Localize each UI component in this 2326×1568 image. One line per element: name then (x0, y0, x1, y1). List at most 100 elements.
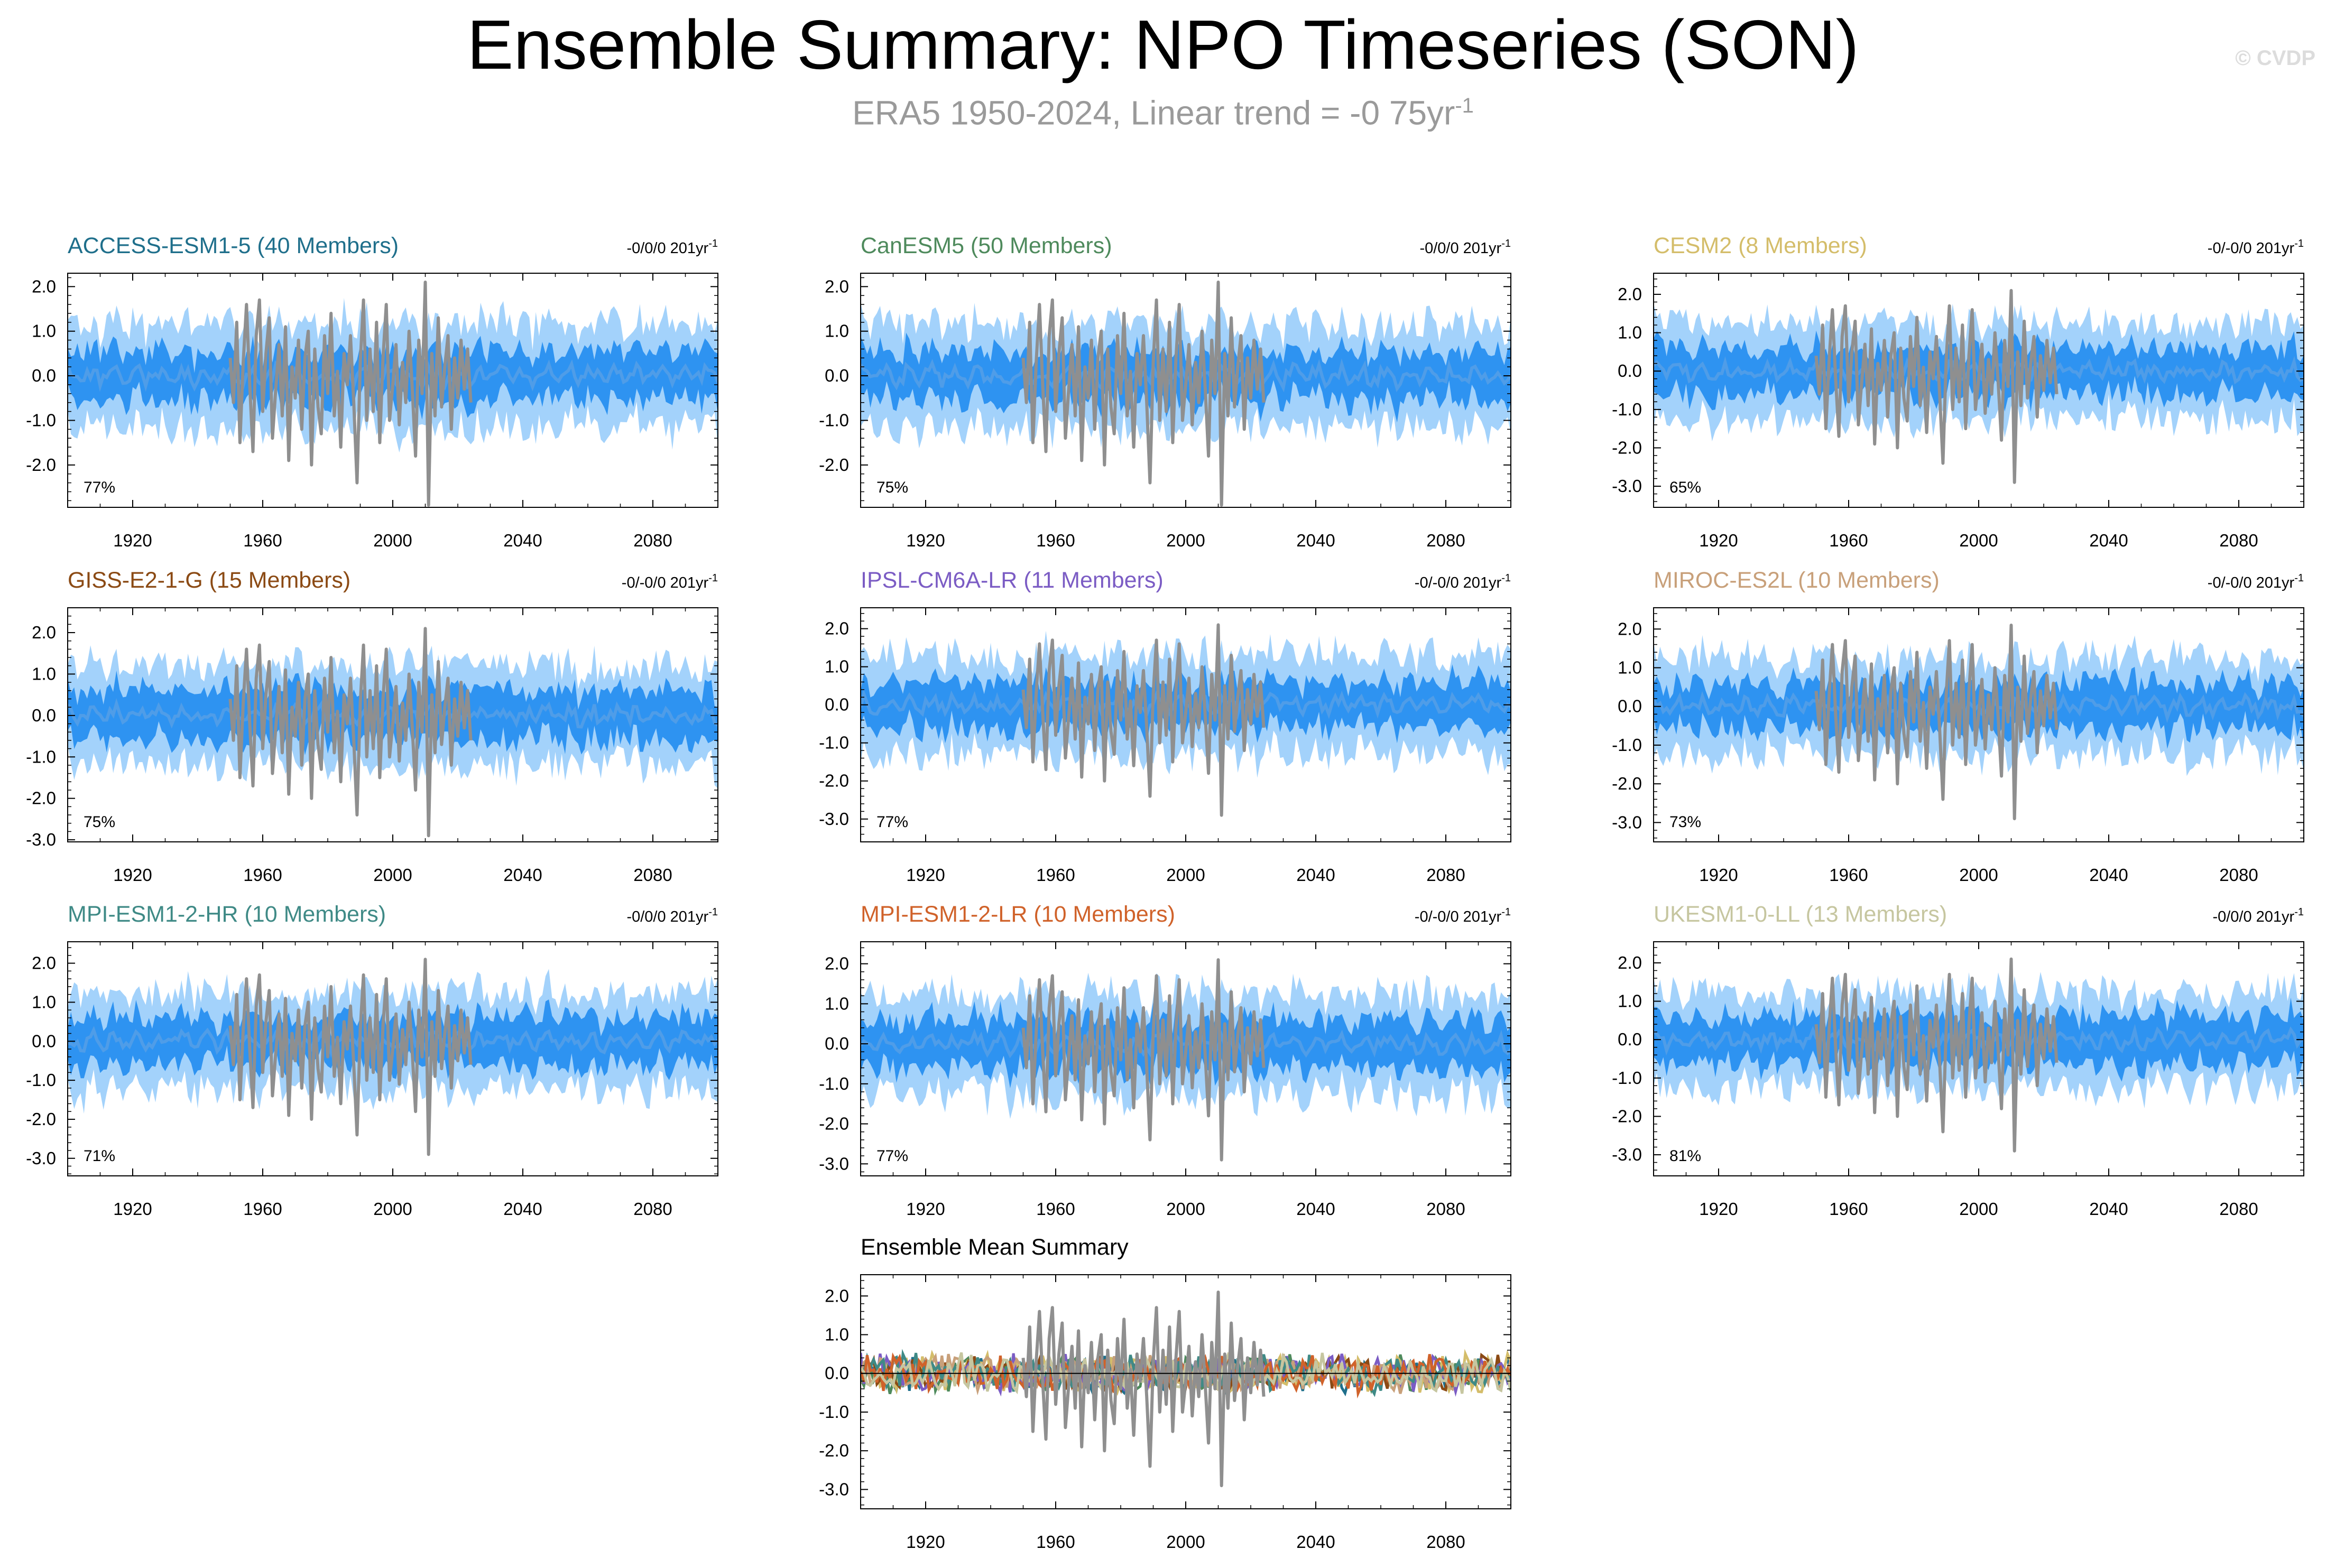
plot-body (861, 280, 1511, 507)
y-tick-label: -3.0 (819, 1479, 849, 1499)
plot-area: MPI-ESM1-2-LR (10 Members) -0/-0/0 201yr-… (819, 902, 1511, 1219)
x-tick-label: 1960 (1036, 865, 1075, 885)
y-tick-label: -3.0 (26, 830, 56, 849)
x-tick-label: 1920 (906, 1199, 945, 1219)
trend-text: -0/0/0 201yr (2212, 908, 2294, 925)
trend-label: -0/-0/0 201yr-1 (2208, 238, 2304, 257)
trend-label: -0/0/0 201yr-1 (626, 238, 718, 257)
trend-label: -0/0/0 201yr-1 (2212, 906, 2304, 925)
percent-label: 71% (84, 1147, 115, 1165)
y-tick-label: -3.0 (1612, 1145, 1642, 1164)
plot-area: GISS-E2-1-G (15 Members) -0/-0/0 201yr-1 2… (26, 568, 718, 885)
x-tick-label: 1960 (243, 1199, 282, 1219)
x-tick-label: 2080 (1426, 531, 1465, 550)
y-tick-label: -1.0 (819, 410, 849, 430)
observations-line (1021, 958, 1266, 1162)
page-subtitle: ERA5 1950-2024, Linear trend = -0 75yr-1 (0, 85, 2326, 134)
trend-superscript: -1 (1501, 906, 1511, 918)
y-tick-label: -2.0 (26, 788, 56, 808)
x-tick-label: 2080 (1426, 1532, 1465, 1552)
trend-label: -0/0/0 201yr-1 (1419, 238, 1511, 257)
series-line-ukesm1-0-ll (861, 1351, 1511, 1395)
trend-text: -0/0/0 201yr (626, 908, 708, 925)
y-tick-label: -3.0 (1612, 812, 1642, 832)
y-tick-label: 0.0 (825, 695, 849, 715)
plot-body (1654, 624, 2304, 821)
trend-superscript: -1 (2294, 572, 2304, 584)
subtitle-text: ERA5 1950-2024, Linear trend = -0 75yr (852, 94, 1455, 132)
trend-text: -0/-0/0 201yr (1415, 908, 1502, 925)
x-tick-label: 1920 (906, 1532, 945, 1552)
plot-body (1654, 289, 2304, 484)
plot-area: CanESM5 (50 Members) -0/0/0 201yr-1 2.0 1.0… (819, 233, 1511, 550)
page-title: Ensemble Summary: NPO Timeseries (SON) (467, 6, 1859, 83)
observations-line (228, 958, 473, 1156)
y-tick-label: -1.0 (1612, 735, 1642, 755)
observations-line (228, 280, 473, 507)
y-tick-label: 1.0 (1618, 991, 1642, 1011)
x-tick-label: 2040 (1296, 531, 1335, 550)
trend-superscript: -1 (1501, 238, 1511, 249)
y-tick-label: 1.0 (32, 992, 56, 1012)
panel-title: Ensemble Mean Summary (861, 1235, 1129, 1260)
y-tick-label: -3.0 (819, 809, 849, 829)
y-tick-label: -2.0 (1612, 774, 1642, 793)
trend-label: -0/-0/0 201yr-1 (1415, 572, 1511, 591)
x-tick-label: 2040 (1296, 1199, 1335, 1219)
y-tick-label: -3.0 (819, 1154, 849, 1173)
x-tick-label: 1920 (1699, 531, 1738, 550)
y-tick-label: 2.0 (825, 1286, 849, 1305)
x-tick-label: 1920 (906, 531, 945, 550)
y-tick-label: 1.0 (825, 321, 849, 341)
x-tick-label: 2040 (1296, 865, 1335, 885)
x-tick-label: 2080 (633, 531, 672, 550)
x-tick-label: 1920 (906, 865, 945, 885)
x-tick-label: 2040 (503, 1199, 542, 1219)
x-tick-label: 1960 (243, 865, 282, 885)
x-tick-label: 2080 (633, 1199, 672, 1219)
x-tick-label: 2080 (2219, 1199, 2258, 1219)
x-tick-label: 2080 (633, 865, 672, 885)
y-tick-label: 2.0 (825, 954, 849, 973)
percent-label: 75% (876, 479, 908, 496)
plot-body (68, 627, 718, 838)
percent-label: 77% (84, 479, 115, 496)
watermark: © CVDP (2235, 47, 2315, 70)
panel-mpilr: MPI-ESM1-2-LR (10 Members) -0/-0/0 201yr-… (819, 902, 1511, 1219)
y-tick-label: -2.0 (1612, 438, 1642, 457)
y-tick-label: -1.0 (26, 1070, 56, 1090)
y-tick-label: 2.0 (1618, 953, 1642, 972)
observations-line (1021, 623, 1266, 817)
trend-text: -0/0/0 201yr (626, 240, 708, 257)
x-tick-label: 2000 (1166, 1199, 1205, 1219)
panel-summary: Ensemble Mean Summary 2.0 1.0 0.0 -1.0 -2.0 -3… (819, 1235, 1511, 1552)
y-tick-label: 0.0 (32, 366, 56, 385)
x-tick-label: 1920 (113, 865, 152, 885)
y-tick-label: 2.0 (32, 276, 56, 296)
panel-title: ACCESS-ESM1-5 (40 Members) (68, 233, 399, 258)
y-tick-label: 1.0 (1618, 323, 1642, 342)
panel-title: MIROC-ES2L (10 Members) (1654, 568, 1940, 593)
x-tick-label: 2040 (2089, 1199, 2128, 1219)
y-tick-label: -2.0 (1612, 1106, 1642, 1126)
panel-miroc: MIROC-ES2L (10 Members) -0/-0/0 201yr-1 2.… (1612, 568, 2304, 885)
y-tick-label: -2.0 (26, 1109, 56, 1129)
percent-label: 75% (84, 813, 115, 831)
plot-body (861, 958, 1511, 1162)
panel-canesm: CanESM5 (50 Members) -0/0/0 201yr-1 2.0 1.0… (819, 233, 1511, 550)
x-tick-label: 2000 (1166, 1532, 1205, 1552)
trend-text: -0/0/0 201yr (1419, 240, 1501, 257)
x-tick-label: 2040 (503, 865, 542, 885)
x-tick-label: 1960 (243, 531, 282, 550)
panel-mpihr: MPI-ESM1-2-HR (10 Members) -0/0/0 201yr-1… (26, 902, 718, 1219)
subtitle-superscript: -1 (1455, 94, 1474, 117)
observations-line (1814, 957, 2059, 1153)
trend-label: -0/-0/0 201yr-1 (1415, 906, 1511, 925)
plot-body (861, 1291, 1511, 1488)
plot-body (68, 280, 718, 507)
x-tick-label: 2040 (2089, 865, 2128, 885)
panel-access: ACCESS-ESM1-5 (40 Members) -0/0/0 201yr-1… (26, 233, 718, 550)
y-tick-label: 0.0 (1618, 697, 1642, 716)
trend-text: -0/-0/0 201yr (622, 574, 709, 591)
trend-label: -0/-0/0 201yr-1 (2208, 572, 2304, 591)
